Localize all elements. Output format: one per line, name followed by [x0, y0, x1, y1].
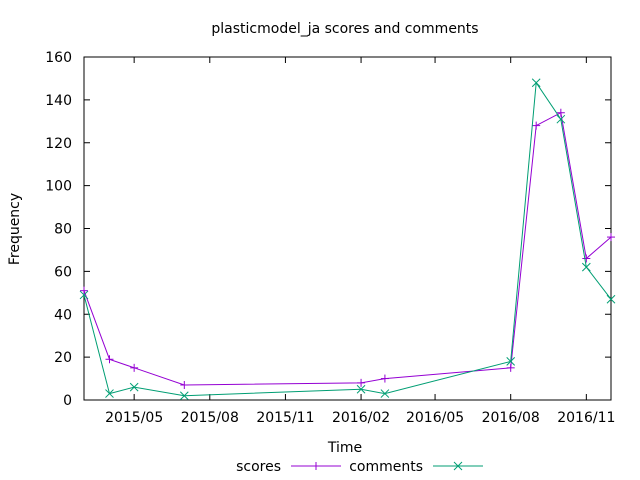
x-tick-label: 2015/05 [105, 410, 163, 426]
data-point-comments-d2 [356, 384, 366, 394]
data-point-comments-d2 [606, 294, 616, 304]
x-tick-label: 2015/08 [181, 410, 239, 426]
y-tick-label: 160 [45, 50, 72, 66]
x-tick-label: 2015/11 [256, 410, 314, 426]
data-point-comments-d2 [79, 290, 89, 300]
data-point-comments-d2 [129, 382, 139, 392]
x-axis-label: Time [327, 440, 362, 456]
data-point-scores [582, 254, 591, 263]
data-point-scores [556, 108, 565, 117]
data-point-comments [581, 262, 591, 272]
legend-marker-scores [312, 462, 320, 470]
data-point-comments-d2 [179, 391, 189, 401]
y-tick-label: 20 [54, 350, 72, 366]
series-layer [79, 78, 616, 401]
data-point-comments-d2 [380, 389, 390, 398]
data-point-comments [556, 114, 566, 124]
data-point-comments [79, 290, 89, 300]
x-tick-label: 2016/11 [557, 410, 615, 426]
legend-label-comments: comments [349, 459, 423, 475]
data-point-scores [105, 355, 114, 364]
series-line-scores [83, 111, 612, 386]
x-axis: 2015/05 2015/08 2015/11 2016/02 2016/05 2016/… [105, 57, 615, 426]
data-point-comments [506, 357, 516, 366]
x-tick-label: 2016/05 [406, 410, 464, 426]
data-point-comments [606, 294, 616, 304]
data-point-scores [130, 363, 139, 372]
data-point-comments [531, 78, 541, 88]
chart-title: plasticmodel_ja scores and comments [211, 21, 478, 37]
legend-marker-comments-d2 [453, 461, 463, 471]
y-axis-label: Frequency [7, 193, 23, 265]
data-point-scores [180, 380, 189, 389]
plot-frame [83, 56, 612, 401]
data-point-comments [380, 389, 390, 398]
data-point-scores [80, 286, 88, 295]
data-point-scores [380, 374, 389, 383]
data-point-comments [129, 382, 139, 392]
data-point-comments-d2 [105, 389, 114, 398]
data-point-comments-d2 [506, 357, 516, 366]
y-tick-label: 140 [45, 93, 72, 109]
y-tick-label: 80 [54, 222, 72, 238]
y-tick-label: 0 [63, 393, 72, 409]
data-point-scores [607, 233, 615, 242]
x-tick-label: 2016/02 [332, 410, 390, 426]
data-point-scores [357, 378, 366, 387]
data-point-comments-d2 [556, 114, 566, 124]
legend-label-scores: scores [236, 459, 281, 475]
data-point-comments-d2 [531, 78, 541, 88]
data-point-comments [105, 389, 114, 398]
data-point-scores [506, 363, 515, 372]
legend: scores comments [236, 459, 483, 475]
y-axis: 0 20 40 60 80 100 120 140 160 [45, 50, 611, 409]
x-tick-label: 2016/08 [482, 410, 540, 426]
y-tick-label: 120 [45, 136, 72, 152]
data-point-comments [179, 391, 189, 401]
y-tick-label: 60 [54, 264, 72, 280]
data-point-comments [356, 384, 366, 394]
data-point-scores [532, 121, 541, 130]
y-tick-label: 100 [45, 179, 72, 195]
legend-marker-comments [453, 461, 463, 471]
y-tick-label: 40 [54, 307, 72, 323]
data-point-comments-d2 [581, 262, 591, 272]
series-line-comments [83, 81, 612, 397]
